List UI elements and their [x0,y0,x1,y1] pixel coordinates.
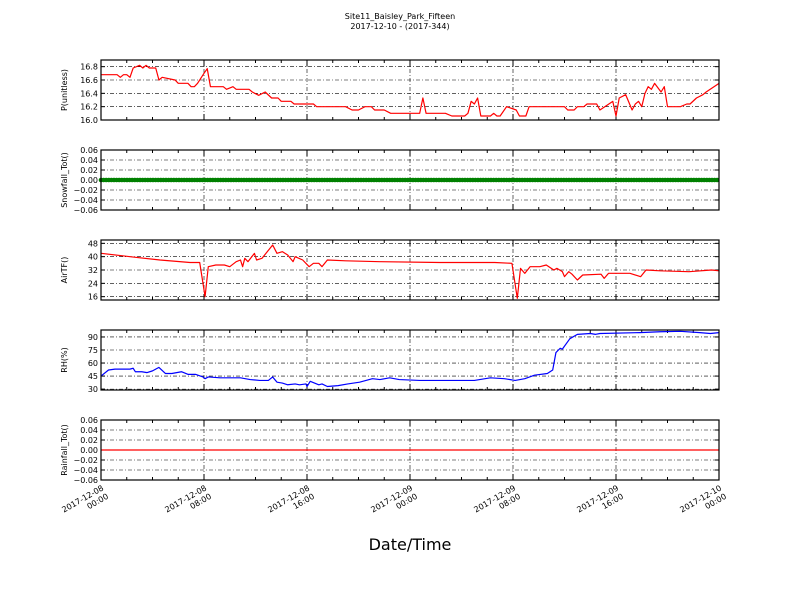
panel-2: −0.06−0.04−0.020.000.020.040.06 Snowfall_… [60,146,720,215]
y-tick-label: 0.06 [80,146,98,155]
y-tick-label: 75 [88,346,98,355]
y-tick-label: 0.00 [80,176,98,185]
y-axis-label: P(unitless) [60,69,69,111]
y-axis-label: Snowfall_Tot() [60,152,69,208]
x-tick-label: 2017-12-0816:00 [266,483,316,522]
y-tick-label: 0.02 [80,166,98,175]
data-point [714,177,720,183]
y-tick-label: 16.6 [80,76,98,85]
x-tick-label: 2017-12-0908:00 [472,483,522,522]
y-tick-label: 0.04 [80,426,98,435]
y-tick-label: −0.02 [73,186,98,195]
series-line [101,64,720,117]
y-axis-label: AirTF() [60,257,69,284]
panel-5: −0.06−0.04−0.020.000.020.040.06 Rainfall_… [60,416,720,485]
panel-3: 16 24 32 40 48 AirTF() [60,239,720,302]
y-tick-label: 16.0 [80,116,98,125]
y-tick-label: 0.04 [80,156,98,165]
x-axis-label: Date/Time [369,535,452,554]
y-tick-label: 16 [88,293,98,302]
chart-subtitle: 2017-12-10 - (2017-344) [350,22,449,31]
y-tick-label: 45 [88,372,98,381]
panel-4: 30 45 60 75 90 RH(%) [60,329,720,394]
x-tick-label: 2017-12-1000:00 [678,483,728,522]
x-tick-label: 2017-12-0916:00 [575,483,625,522]
y-tick-label: 60 [88,359,98,368]
y-tick-label: 16.4 [80,89,98,98]
y-tick-label: −0.04 [73,196,98,205]
series-line [100,330,720,388]
y-tick-label: −0.02 [73,456,98,465]
y-axis-label: RH(%) [60,347,69,372]
y-tick-label: 32 [88,266,98,275]
y-tick-label: 16.8 [80,63,98,72]
y-tick-label: 0.06 [80,416,98,425]
y-tick-label: −0.04 [73,466,98,475]
x-tick-label: 2017-12-0808:00 [163,483,213,522]
chart-title: Site11_Baisley_Park_Fifteen [345,12,455,21]
y-tick-label: 40 [88,253,98,262]
y-tick-label: 30 [88,385,98,394]
y-tick-label: 16.2 [80,103,98,112]
y-tick-label: −0.06 [73,476,98,485]
y-tick-label: 48 [88,239,98,248]
y-tick-label: 0.00 [80,446,98,455]
axes-frame [100,59,720,121]
y-tick-label: 24 [88,279,98,288]
x-tick-label: 2017-12-0800:00 [60,483,110,522]
x-tick-labels: 2017-12-0800:00 2017-12-0808:00 2017-12-08… [60,483,728,522]
y-axis-label: Rainfall_Tot() [60,424,69,476]
x-tick-label: 2017-12-0900:00 [369,483,419,522]
axes-frame [100,149,720,211]
y-tick-label: −0.06 [73,206,98,215]
y-tick-label: 90 [88,333,98,342]
axes-frame [100,329,720,391]
series-line [100,244,720,299]
y-tick-label: 0.02 [80,436,98,445]
axes-frame [100,239,720,301]
axes-frame [100,419,720,481]
panel-1: 16.0 16.2 16.4 16.6 16.8 P(unitless) [60,59,720,125]
